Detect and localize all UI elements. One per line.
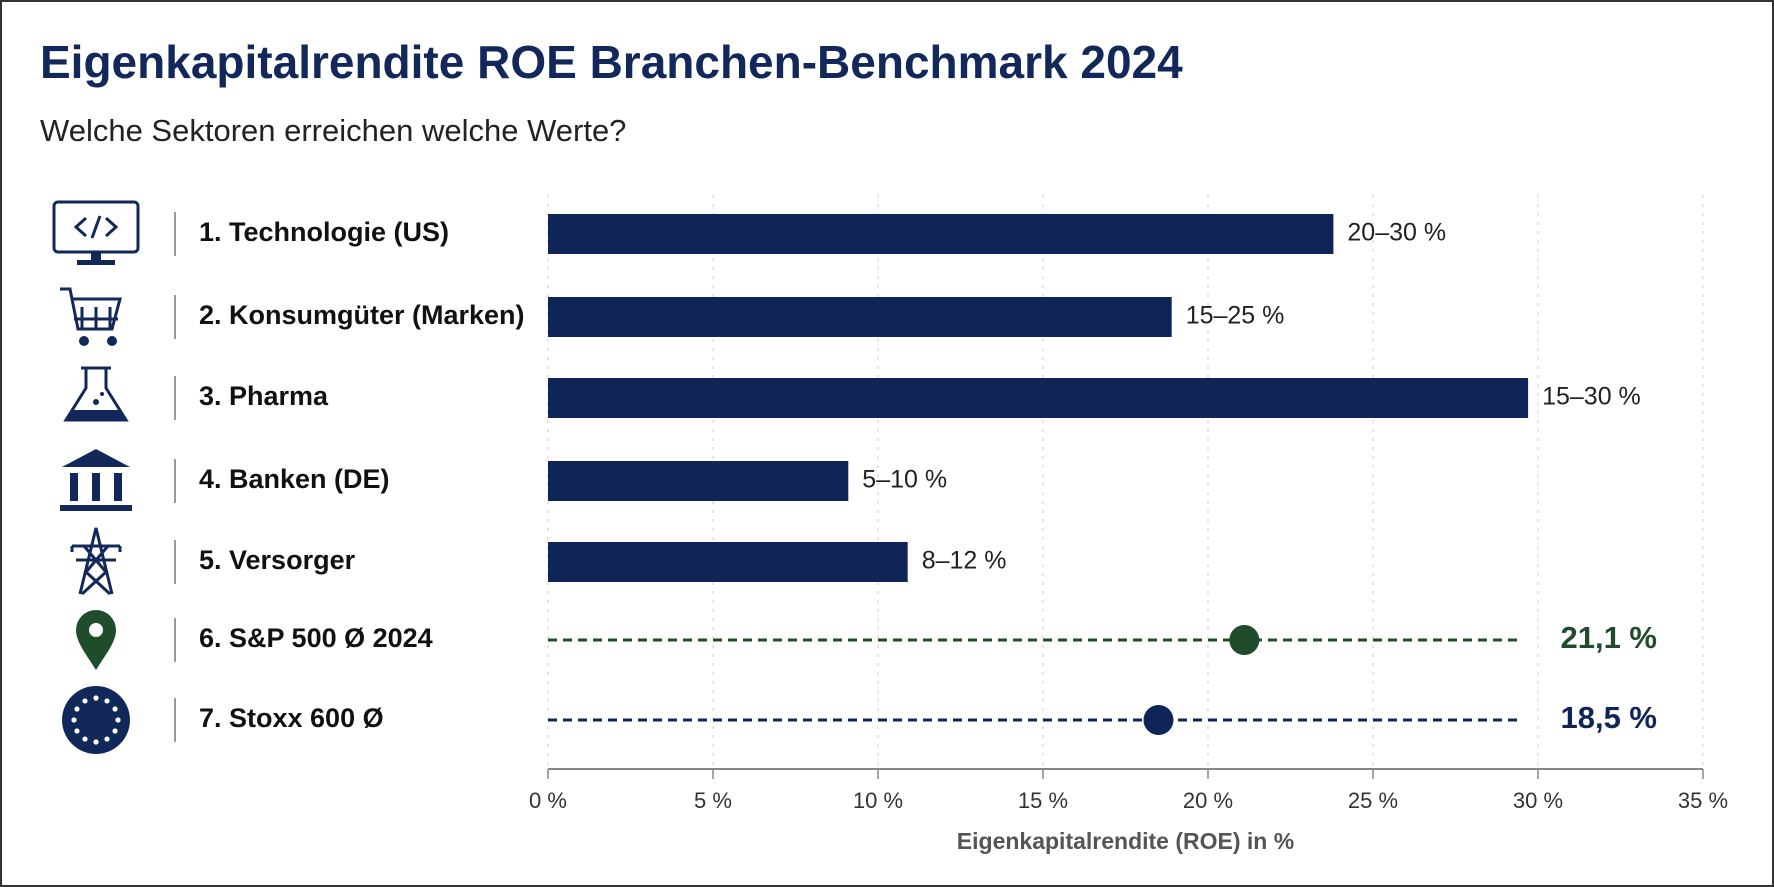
star — [93, 695, 99, 701]
star — [104, 736, 110, 742]
range-label: 15–25 % — [1186, 302, 1285, 330]
row-label: 2. Konsumgüter (Marken) — [199, 300, 525, 330]
bar — [548, 378, 1529, 418]
x-axis-label: Eigenkapitalrendite (ROE) in % — [957, 828, 1294, 854]
bar — [548, 214, 1334, 254]
chart-subtitle: Welche Sektoren erreichen welche Werte? — [40, 113, 626, 148]
star — [93, 739, 99, 745]
x-tick-label: 25 % — [1348, 788, 1398, 813]
row-label: 3. Pharma — [199, 381, 329, 411]
range-label: 20–30 % — [1347, 219, 1446, 247]
row-label: 4. Banken (DE) — [199, 464, 390, 494]
x-tick-label: 10 % — [853, 788, 903, 813]
star — [112, 706, 118, 712]
range-label: 8–12 % — [922, 547, 1007, 575]
chart-title: Eigenkapitalrendite ROE Branchen-Benchma… — [40, 36, 1183, 88]
x-tick-label: 5 % — [694, 788, 732, 813]
bar — [548, 542, 908, 582]
benchmark-label: 18,5 % — [1560, 700, 1657, 735]
star — [82, 736, 88, 742]
star — [74, 728, 80, 734]
star — [115, 717, 121, 723]
x-tick-label: 30 % — [1513, 788, 1563, 813]
star — [112, 728, 118, 734]
row-label: 5. Versorger — [199, 545, 356, 575]
x-tick-label: 35 % — [1678, 788, 1728, 813]
range-label: 5–10 % — [862, 466, 947, 494]
row-label: 6. S&P 500 Ø 2024 — [199, 623, 433, 653]
icons — [52, 200, 140, 754]
range-label: 15–30 % — [1542, 383, 1641, 411]
x-tick-label: 15 % — [1018, 788, 1068, 813]
star — [74, 706, 80, 712]
x-tick-label: 20 % — [1183, 788, 1233, 813]
benchmark-label: 21,1 % — [1560, 620, 1657, 655]
row-label: 1. Technologie (US) — [199, 217, 449, 247]
star — [71, 717, 77, 723]
bar — [548, 297, 1172, 337]
benchmark-dot — [1143, 705, 1174, 735]
bar — [548, 461, 849, 501]
x-tick-label: 0 % — [529, 788, 567, 813]
benchmark-dot — [1229, 625, 1260, 655]
row-label: 7. Stoxx 600 Ø — [199, 703, 384, 733]
star — [82, 698, 88, 704]
star — [104, 698, 110, 704]
